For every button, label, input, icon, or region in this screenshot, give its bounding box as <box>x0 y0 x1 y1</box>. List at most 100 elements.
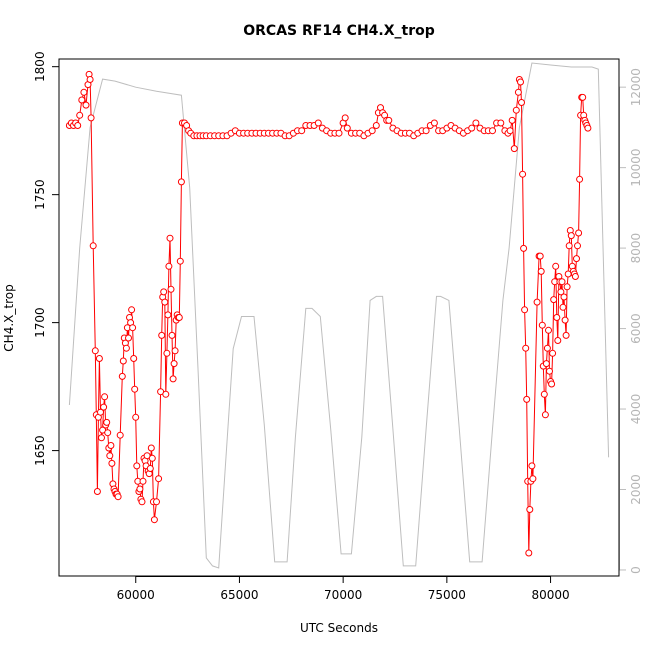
y2-tick-label: 2000 <box>629 474 643 505</box>
ch4-point <box>472 119 480 127</box>
ch4-point <box>129 324 137 332</box>
ch4-point <box>579 93 587 101</box>
ch4-point <box>101 393 109 401</box>
ch4-point <box>177 178 185 186</box>
ch4-point <box>97 408 104 416</box>
ch4-point <box>170 360 178 368</box>
ch4-point <box>133 462 141 470</box>
ch4-point <box>537 267 545 275</box>
ch4-point <box>533 298 541 306</box>
ch4-point <box>162 390 170 398</box>
ch4-point <box>106 452 114 460</box>
ch4-point <box>314 119 322 127</box>
ch4-point <box>139 477 147 485</box>
ch4-point <box>489 127 496 135</box>
ch4-point <box>161 298 169 306</box>
ch4-point <box>298 127 306 135</box>
ch4-point <box>565 242 573 250</box>
ch4-point <box>104 429 112 437</box>
ch4-point <box>155 475 163 483</box>
ch4-point <box>514 88 522 96</box>
ch4-point <box>341 114 349 122</box>
ch4-point <box>136 485 144 493</box>
ch4-point <box>107 442 115 449</box>
x-tick-label: 80000 <box>531 588 569 602</box>
ch4-point <box>74 122 82 129</box>
ch4-point <box>153 498 160 506</box>
y-tick-label: 1650 <box>33 435 47 466</box>
ch4-point <box>536 252 544 260</box>
altitude-series <box>68 62 610 569</box>
plot-frame <box>58 58 620 577</box>
ch4-point <box>166 234 174 242</box>
ch4-point <box>422 127 430 135</box>
ch4-point <box>119 357 127 365</box>
ch4-point <box>541 411 549 419</box>
ch4-point <box>553 314 561 321</box>
ch4-point <box>563 283 571 291</box>
ch4-point <box>86 76 94 83</box>
y-tick-label: 1800 <box>33 51 47 82</box>
ch4-point <box>98 434 105 442</box>
ch4-point <box>80 88 88 96</box>
ch4-point <box>335 129 343 137</box>
ch4-point <box>548 380 556 388</box>
ch4-point <box>561 316 569 324</box>
ch4-point <box>517 78 524 86</box>
ch4-point <box>542 360 550 368</box>
ch4-point <box>114 493 122 501</box>
ch4-point <box>554 337 562 344</box>
x-axis-label: UTC Seconds <box>300 621 378 635</box>
ch4-point <box>116 431 124 439</box>
ch4-point <box>523 395 531 403</box>
ch4-point <box>525 549 533 557</box>
ch4-point <box>575 229 583 237</box>
ch4-point <box>164 311 172 319</box>
ch4-point <box>512 106 520 114</box>
ch4-point <box>557 288 565 296</box>
ch4-point <box>558 278 566 286</box>
ch4-point <box>93 488 101 495</box>
ch4-point <box>132 413 140 421</box>
ch4-point <box>122 344 130 352</box>
ch4-point <box>538 321 546 329</box>
ch4-point <box>546 367 553 375</box>
ch4-point <box>343 124 351 132</box>
ch4-point <box>160 288 168 296</box>
ch4-point <box>560 293 568 301</box>
ch4-point <box>385 116 393 124</box>
ch4-point <box>540 390 548 398</box>
ch4-point <box>138 498 146 506</box>
ch4-point <box>550 296 558 304</box>
y2-tick-label: 10000 <box>629 149 643 187</box>
ch4-point <box>158 331 166 339</box>
ch4-point <box>171 347 179 355</box>
ch4-point <box>165 262 173 270</box>
ch4-point <box>576 175 584 183</box>
ch4-point <box>562 331 570 339</box>
ch4-point <box>100 403 108 411</box>
ch4-point <box>91 347 99 355</box>
ch4-point <box>430 119 438 127</box>
ch4-point <box>78 96 86 104</box>
ch4-point <box>521 306 529 314</box>
ch4-point <box>574 242 581 250</box>
ch4-point <box>163 349 171 357</box>
ch4-point <box>497 119 505 127</box>
ch4-point <box>89 242 97 250</box>
y2-tick-label: 12000 <box>629 68 643 106</box>
ch4-point <box>552 262 560 270</box>
ch4-point <box>167 285 175 293</box>
ch4-point <box>82 101 90 109</box>
y2-tick-label: 6000 <box>629 313 643 344</box>
ch4-point <box>559 303 567 311</box>
ch4-point <box>148 454 156 462</box>
ch4-point <box>131 385 139 393</box>
ch4-point <box>103 418 111 426</box>
ch4-point <box>76 111 84 119</box>
x-tick-label: 65000 <box>220 588 258 602</box>
ch4-point <box>545 326 552 334</box>
chart-title: ORCAS RF14 CH4.X_trop <box>243 23 435 39</box>
ch4-point <box>169 375 177 383</box>
y2-tick-label: 8000 <box>629 233 643 264</box>
